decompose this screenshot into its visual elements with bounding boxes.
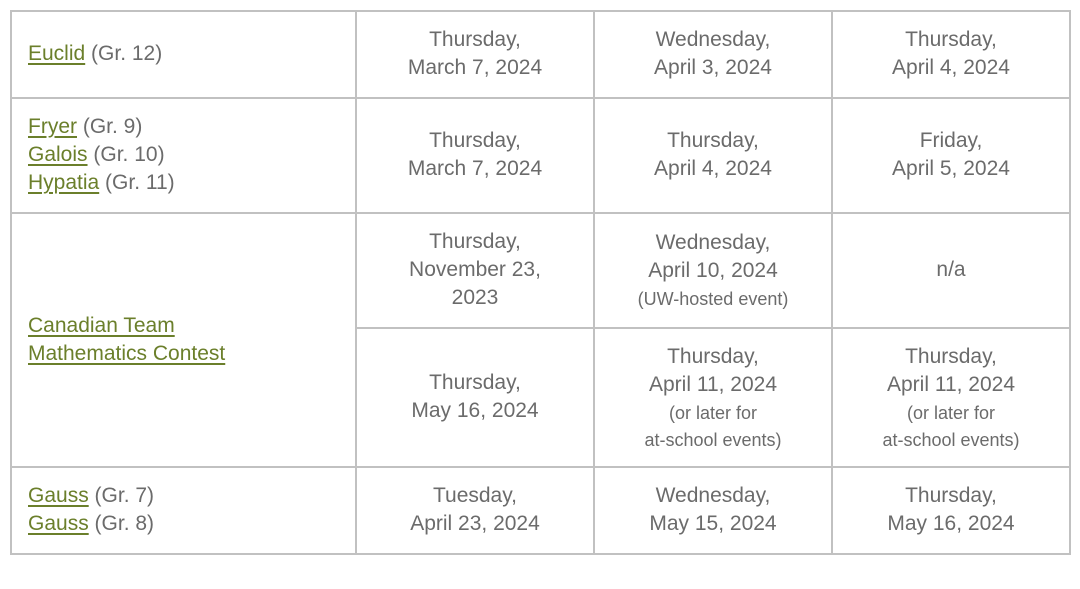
table-row: Fryer (Gr. 9) Galois (Gr. 10) Hypatia (G… (11, 98, 1070, 213)
date-line: Thursday, (845, 482, 1057, 510)
date-line: May 15, 2024 (607, 510, 819, 538)
date-cell: Thursday, March 7, 2024 (356, 11, 594, 98)
date-line: Wednesday, (607, 482, 819, 510)
date-line: Thursday, (369, 26, 581, 54)
contest-link-galois[interactable]: Galois (28, 143, 88, 166)
date-cell: Thursday, May 16, 2024 (832, 467, 1070, 554)
date-line: Thursday, (607, 127, 819, 155)
date-line: Thursday, (369, 369, 581, 397)
date-line: April 4, 2024 (845, 54, 1057, 82)
date-line: Wednesday, (607, 229, 819, 257)
date-na: n/a (845, 256, 1057, 284)
date-line: May 16, 2024 (845, 510, 1057, 538)
date-line: April 10, 2024 (607, 257, 819, 285)
date-line: Thursday, (369, 228, 581, 256)
date-note: (or later for (845, 401, 1057, 425)
contest-name-cell: Gauss (Gr. 7) Gauss (Gr. 8) (11, 467, 356, 554)
date-line: 2023 (369, 284, 581, 312)
date-cell: Wednesday, April 3, 2024 (594, 11, 832, 98)
date-cell: Thursday, November 23, 2023 (356, 213, 594, 328)
date-cell: n/a (832, 213, 1070, 328)
contest-link-fryer[interactable]: Fryer (28, 115, 77, 138)
date-line: April 4, 2024 (607, 155, 819, 183)
table-row: Canadian Team Mathematics Contest Thursd… (11, 213, 1070, 328)
contest-link-ctmc-line1[interactable]: Canadian Team (28, 312, 347, 340)
date-line: Friday, (845, 127, 1057, 155)
date-cell: Thursday, April 11, 2024 (or later for a… (832, 328, 1070, 467)
date-cell: Thursday, May 16, 2024 (356, 328, 594, 467)
contest-name-cell-ctmc: Canadian Team Mathematics Contest (11, 213, 356, 467)
date-cell: Wednesday, April 10, 2024 (UW-hosted eve… (594, 213, 832, 328)
date-line: April 3, 2024 (607, 54, 819, 82)
date-line: May 16, 2024 (369, 397, 581, 425)
date-line: November 23, (369, 256, 581, 284)
contest-name-cell: Euclid (Gr. 12) (11, 11, 356, 98)
date-line: April 11, 2024 (607, 371, 819, 399)
date-cell: Friday, April 5, 2024 (832, 98, 1070, 213)
date-note: at-school events) (845, 428, 1057, 452)
contest-link-ctmc-line2[interactable]: Mathematics Contest (28, 340, 347, 368)
date-line: March 7, 2024 (369, 155, 581, 183)
contest-schedule-table-wrap: Euclid (Gr. 12) Thursday, March 7, 2024 … (10, 10, 1070, 555)
date-line: April 11, 2024 (845, 371, 1057, 399)
date-cell: Wednesday, May 15, 2024 (594, 467, 832, 554)
date-line: Thursday, (607, 343, 819, 371)
date-line: April 5, 2024 (845, 155, 1057, 183)
contest-link-gauss8[interactable]: Gauss (28, 512, 89, 535)
contest-grade-euclid: (Gr. 12) (91, 42, 162, 65)
date-line: March 7, 2024 (369, 54, 581, 82)
date-note: (UW-hosted event) (607, 287, 819, 311)
contest-schedule-table: Euclid (Gr. 12) Thursday, March 7, 2024 … (10, 10, 1071, 555)
date-line: Thursday, (845, 26, 1057, 54)
date-line: April 23, 2024 (369, 510, 581, 538)
date-line: Tuesday, (369, 482, 581, 510)
contest-name-cell: Fryer (Gr. 9) Galois (Gr. 10) Hypatia (G… (11, 98, 356, 213)
table-row: Gauss (Gr. 7) Gauss (Gr. 8) Tuesday, Apr… (11, 467, 1070, 554)
contest-link-euclid[interactable]: Euclid (28, 42, 85, 65)
date-line: Thursday, (369, 127, 581, 155)
date-cell: Thursday, April 11, 2024 (or later for a… (594, 328, 832, 467)
contest-link-hypatia[interactable]: Hypatia (28, 171, 99, 194)
date-note: (or later for (607, 401, 819, 425)
contest-link-gauss7[interactable]: Gauss (28, 484, 89, 507)
date-line: Wednesday, (607, 26, 819, 54)
date-cell: Thursday, April 4, 2024 (594, 98, 832, 213)
date-cell: Thursday, March 7, 2024 (356, 98, 594, 213)
date-note: at-school events) (607, 428, 819, 452)
date-line: Thursday, (845, 343, 1057, 371)
date-cell: Thursday, April 4, 2024 (832, 11, 1070, 98)
date-cell: Tuesday, April 23, 2024 (356, 467, 594, 554)
table-row: Euclid (Gr. 12) Thursday, March 7, 2024 … (11, 11, 1070, 98)
